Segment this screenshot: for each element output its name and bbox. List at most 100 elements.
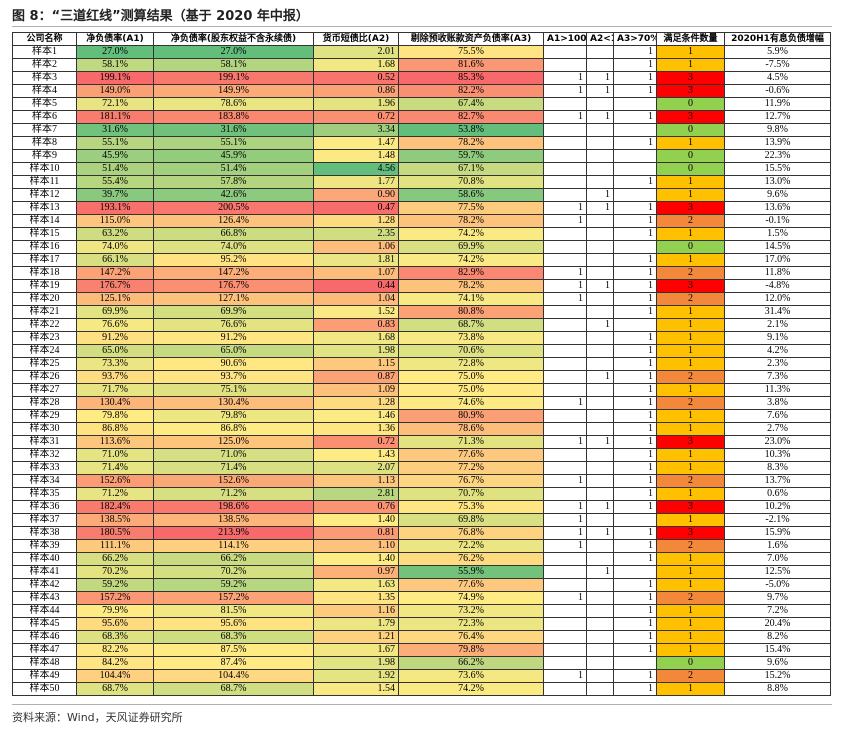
- table-cell: 66.8%: [153, 227, 314, 241]
- table-cell: 1: [613, 539, 657, 553]
- table-cell: 1: [543, 591, 587, 605]
- table-cell: 1: [543, 84, 587, 98]
- table-cell: 样本11: [12, 175, 77, 189]
- table-cell: 3: [656, 435, 725, 449]
- table-row: 样本23 91.2% 91.2% 1.68 73.8% 1 1 9.1%: [12, 331, 831, 345]
- table-cell: 73.6%: [398, 669, 544, 683]
- table-cell: 1: [613, 500, 657, 514]
- table-row: 样本6 181.1% 183.8% 0.72 82.7% 1 1 1 3 12.7%: [12, 110, 831, 124]
- table-cell: 74.9%: [398, 591, 544, 605]
- table-cell: 31.4%: [724, 305, 831, 319]
- table-cell: 71.3%: [398, 435, 544, 449]
- table-cell: 53.8%: [398, 123, 544, 137]
- table-cell: 55.1%: [76, 136, 154, 150]
- table-cell: [543, 617, 587, 631]
- table-cell: 70.7%: [398, 487, 544, 501]
- column-header: A3>70%: [613, 32, 657, 46]
- table-cell: 2: [656, 292, 725, 306]
- table-cell: 样本35: [12, 487, 77, 501]
- table-row: 样本21 69.9% 69.9% 1.52 80.8% 1 1 31.4%: [12, 305, 831, 319]
- table-cell: 87.4%: [153, 656, 314, 670]
- table-cell: 1: [613, 357, 657, 371]
- table-cell: 1.36: [313, 422, 399, 436]
- table-row: 样本17 66.1% 95.2% 1.81 74.2% 1 1 17.0%: [12, 253, 831, 267]
- table-cell: 4.56: [313, 162, 399, 176]
- column-header: 公司名称: [12, 32, 77, 46]
- table-cell: 20.4%: [724, 617, 831, 631]
- table-cell: 22.3%: [724, 149, 831, 163]
- table-cell: 2.3%: [724, 357, 831, 371]
- table-cell: 1: [613, 110, 657, 124]
- table-cell: [543, 552, 587, 566]
- table-cell: [586, 513, 614, 527]
- table-cell: 样本1: [12, 45, 77, 59]
- table-cell: 113.6%: [76, 435, 154, 449]
- table-cell: [586, 656, 614, 670]
- table-cell: 1: [543, 279, 587, 293]
- table-cell: [586, 253, 614, 267]
- table-cell: 1: [586, 318, 614, 332]
- table-cell: [543, 253, 587, 267]
- table-cell: [586, 123, 614, 137]
- table-cell: 1: [656, 227, 725, 241]
- table-cell: 93.7%: [76, 370, 154, 384]
- table-cell: 1: [656, 617, 725, 631]
- table-cell: [613, 97, 657, 111]
- table-cell: [586, 487, 614, 501]
- table-cell: 1: [613, 71, 657, 85]
- table-cell: 1: [613, 487, 657, 501]
- column-header: 净负债率(A1): [76, 32, 154, 46]
- table-cell: [543, 682, 587, 696]
- table-cell: 1.98: [313, 656, 399, 670]
- table-cell: [586, 552, 614, 566]
- table-cell: 样本43: [12, 591, 77, 605]
- table-cell: 9.8%: [724, 123, 831, 137]
- table-cell: [586, 149, 614, 163]
- table-cell: 1.16: [313, 604, 399, 618]
- table-cell: 1: [586, 84, 614, 98]
- table-row: 样本37 138.5% 138.5% 1.40 69.8% 1 1 -2.1%: [12, 513, 831, 527]
- table-cell: 86.8%: [76, 422, 154, 436]
- table-cell: 1.07: [313, 266, 399, 280]
- table-cell: 1: [586, 565, 614, 579]
- table-cell: 66.1%: [76, 253, 154, 267]
- table-cell: 68.7%: [398, 318, 544, 332]
- table-cell: 11.9%: [724, 97, 831, 111]
- table-cell: [543, 58, 587, 72]
- table-cell: 2: [656, 370, 725, 384]
- table-cell: [543, 136, 587, 150]
- table-cell: 样本47: [12, 643, 77, 657]
- table-cell: 95.6%: [76, 617, 154, 631]
- table-cell: 72.8%: [398, 357, 544, 371]
- table-cell: [586, 604, 614, 618]
- table-cell: 1: [613, 253, 657, 267]
- table-cell: 1: [613, 409, 657, 423]
- table-row: 样本46 68.3% 68.3% 1.21 76.4% 1 1 8.2%: [12, 630, 831, 644]
- table-cell: 51.4%: [76, 162, 154, 176]
- table-cell: 样本21: [12, 305, 77, 319]
- table-cell: 1: [656, 383, 725, 397]
- table-row: 样本1 27.0% 27.0% 2.01 75.5% 1 1 5.9%: [12, 45, 831, 59]
- table-cell: 130.4%: [76, 396, 154, 410]
- table-cell: 样本39: [12, 539, 77, 553]
- table-cell: 1.68: [313, 331, 399, 345]
- table-cell: 147.2%: [153, 266, 314, 280]
- table-cell: 183.8%: [153, 110, 314, 124]
- table-cell: [586, 669, 614, 683]
- table-cell: [543, 227, 587, 241]
- table-row: 样本25 73.3% 90.6% 1.15 72.8% 1 1 2.3%: [12, 357, 831, 371]
- table-cell: 138.5%: [153, 513, 314, 527]
- table-cell: 0.81: [313, 526, 399, 540]
- table-cell: [586, 643, 614, 657]
- table-cell: 1.21: [313, 630, 399, 644]
- table-cell: [586, 461, 614, 475]
- table-cell: [586, 58, 614, 72]
- table-row: 样本8 55.1% 55.1% 1.47 78.2% 1 1 13.9%: [12, 136, 831, 150]
- table-cell: [543, 188, 587, 202]
- table-cell: 71.0%: [76, 448, 154, 462]
- table-cell: -5.0%: [724, 578, 831, 592]
- table-cell: 1.28: [313, 396, 399, 410]
- table-cell: 1: [613, 58, 657, 72]
- table-cell: 3: [656, 279, 725, 293]
- table-cell: 115.0%: [76, 214, 154, 228]
